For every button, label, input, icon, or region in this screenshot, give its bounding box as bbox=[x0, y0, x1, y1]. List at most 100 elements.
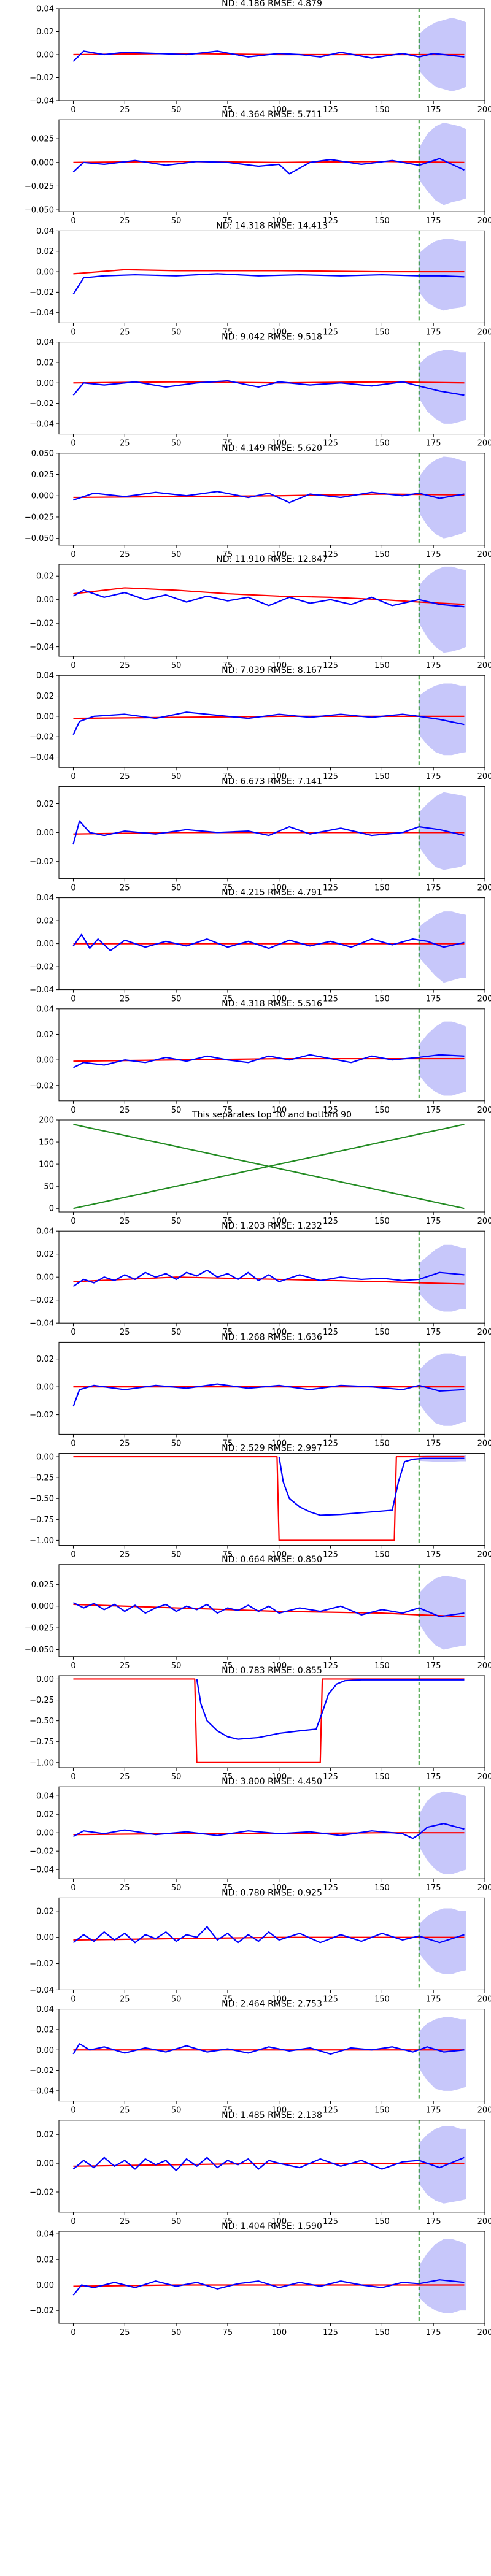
y-tick-label: −0.050 bbox=[25, 534, 54, 543]
subplot-17: ND: 3.800 RMSE: 4.450 0.04 0.02 0.00 −0.02 −0… bbox=[29, 1777, 491, 1893]
x-tick-label: 150 bbox=[374, 217, 390, 226]
subplot-title: ND: 1.404 RMSE: 1.590 bbox=[222, 2221, 322, 2231]
x-tick-label: 0 bbox=[71, 1106, 75, 1115]
subplot-5: ND: 4.149 RMSE: 5.620 0.050 0.025 0.000 −0.0… bbox=[25, 443, 491, 559]
plot-area bbox=[72, 1787, 466, 1879]
y-tick-label: 0.04 bbox=[36, 1227, 54, 1236]
x-tick-label: 50 bbox=[171, 1773, 182, 1782]
x-tick-label: 50 bbox=[171, 1662, 182, 1671]
axes-frame bbox=[58, 453, 485, 546]
uncertainty-band bbox=[419, 2017, 466, 2091]
y-tick-label: −0.04 bbox=[29, 986, 54, 995]
x-tick-label: 50 bbox=[171, 105, 182, 115]
y-tick-label: 0.02 bbox=[36, 1030, 54, 1040]
x-tick-label: 175 bbox=[426, 772, 441, 781]
y-tick-label: 0.025 bbox=[31, 135, 54, 144]
x-tick-label: 25 bbox=[120, 217, 130, 226]
x-tick-label: 125 bbox=[323, 1995, 338, 2004]
truth-line-1 bbox=[73, 381, 465, 384]
y-tick-label: 0.02 bbox=[36, 692, 54, 701]
truth-line-1 bbox=[73, 587, 465, 605]
y-tick-label: −0.025 bbox=[25, 1624, 54, 1633]
plot-area bbox=[72, 120, 466, 212]
x-tick-label: 200 bbox=[477, 1884, 491, 1893]
y-tick-label: 0.00 bbox=[36, 2160, 54, 2169]
x-tick-label: 175 bbox=[426, 2328, 441, 2337]
y-tick-label: −0.04 bbox=[29, 97, 54, 106]
x-tick-label: 0 bbox=[71, 883, 75, 892]
truth-line-1 bbox=[73, 715, 465, 719]
x-tick-label: 175 bbox=[426, 883, 441, 892]
prediction-line-2 bbox=[73, 491, 465, 504]
prediction-line-2 bbox=[72, 158, 465, 175]
x-tick-label: 150 bbox=[374, 1995, 390, 2004]
plot-area bbox=[72, 1231, 466, 1324]
y-tick-label: −0.02 bbox=[29, 1960, 54, 1969]
y-tick-label: −0.50 bbox=[29, 1717, 54, 1726]
x-tick-label: 200 bbox=[477, 328, 491, 337]
uncertainty-band bbox=[419, 792, 466, 870]
y-tick-label: 0.02 bbox=[36, 2131, 54, 2140]
x-tick-label: 200 bbox=[477, 2106, 491, 2115]
prediction-line-2 bbox=[72, 1383, 465, 1407]
y-tick-label: 0.00 bbox=[36, 51, 54, 60]
x-tick-label: 200 bbox=[477, 661, 491, 670]
plot-area bbox=[72, 786, 466, 879]
y-tick-label: −0.02 bbox=[29, 2066, 54, 2076]
x-tick-label: 200 bbox=[477, 550, 491, 559]
truth-line-1 bbox=[73, 269, 465, 275]
subplot-14: ND: 2.529 RMSE: 2.997 0.00 −0.25 −0.50 −0.75… bbox=[29, 1444, 491, 1560]
y-tick-label: −0.02 bbox=[29, 619, 54, 629]
truth-line-1 bbox=[73, 1276, 465, 1285]
y-tick-label: 0.04 bbox=[36, 894, 54, 903]
x-tick-label: 0 bbox=[71, 1551, 75, 1560]
x-tick-label: 125 bbox=[323, 2106, 338, 2115]
prediction-line-2 bbox=[72, 380, 465, 396]
y-tick-label: 0.000 bbox=[31, 158, 54, 167]
x-tick-label: 75 bbox=[223, 883, 233, 892]
y-tick-label: −0.025 bbox=[25, 513, 54, 522]
x-tick-label: 0 bbox=[71, 1884, 75, 1893]
y-tick-label: −0.02 bbox=[29, 1847, 54, 1857]
x-tick-label: 25 bbox=[120, 1662, 130, 1671]
y-tick-label: 0.050 bbox=[31, 449, 54, 458]
x-tick-label: 175 bbox=[426, 105, 441, 115]
x-tick-label: 75 bbox=[223, 2106, 233, 2115]
x-tick-label: 175 bbox=[426, 2217, 441, 2226]
uncertainty-band bbox=[419, 1576, 466, 1650]
prediction-line-2 bbox=[72, 2156, 465, 2171]
truth-line-1 bbox=[73, 1603, 465, 1617]
x-tick-label: 100 bbox=[271, 217, 287, 226]
y-tick-label: 0.02 bbox=[36, 358, 54, 367]
x-tick-label: 200 bbox=[477, 1217, 491, 1226]
y-tick-label: 0.04 bbox=[36, 2005, 54, 2014]
x-tick-label: 75 bbox=[223, 550, 233, 559]
x-tick-label: 0 bbox=[71, 2217, 75, 2226]
x-tick-label: 150 bbox=[374, 105, 390, 115]
subplot-title: ND: 2.529 RMSE: 2.997 bbox=[222, 1444, 322, 1454]
x-tick-label: 25 bbox=[120, 1439, 130, 1448]
truth-line-1 bbox=[73, 1455, 465, 1541]
x-tick-label: 175 bbox=[426, 1439, 441, 1448]
subplot-title: ND: 0.783 RMSE: 0.855 bbox=[222, 1666, 322, 1676]
axes-frame bbox=[58, 1008, 485, 1102]
y-tick-label: 0.02 bbox=[36, 2255, 54, 2264]
x-tick-label: 150 bbox=[374, 1328, 390, 1337]
y-tick-label: −0.02 bbox=[29, 288, 54, 297]
x-tick-label: 125 bbox=[323, 995, 338, 1004]
x-tick-label: 125 bbox=[323, 1106, 338, 1115]
y-tick-label: −0.04 bbox=[29, 1319, 54, 1328]
y-tick-label: 0.00 bbox=[36, 268, 54, 277]
uncertainty-band bbox=[419, 350, 466, 424]
x-tick-label: 50 bbox=[171, 2217, 182, 2226]
x-tick-label: 175 bbox=[426, 1551, 441, 1560]
plot-area bbox=[73, 1676, 465, 1768]
y-tick-label: 0.04 bbox=[36, 2230, 54, 2239]
x-tick-label: 100 bbox=[271, 550, 287, 559]
prediction-line-2 bbox=[72, 50, 465, 63]
y-tick-label: −0.04 bbox=[29, 643, 54, 652]
plot-area bbox=[73, 1453, 466, 1546]
prediction-line-2 bbox=[278, 1456, 465, 1516]
x-tick-label: 125 bbox=[323, 1328, 338, 1337]
subplot-title: ND: 7.039 RMSE: 8.167 bbox=[222, 665, 322, 675]
